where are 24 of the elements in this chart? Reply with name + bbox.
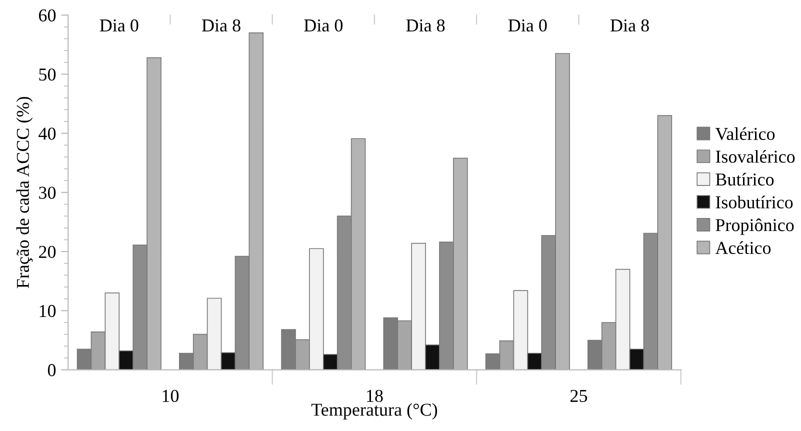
y-axis-title: Fração de cada ACCC (%) [16,96,33,288]
y-tick-label: 20 [39,246,56,258]
x-tick-label: Dia 8 [202,19,240,32]
legend-label: Valérico [715,127,775,140]
legend-label: Acético [715,241,771,254]
x-axis-title: Temperatura (°C) [311,403,438,420]
y-tick-label: 50 [39,68,56,81]
x-tick-label: Dia 0 [100,19,138,32]
y-tick-label: 10 [40,304,56,318]
text: 18 [367,390,383,402]
legend-label: Isobutírico [716,196,793,208]
x-tick-label: Dia 0 [304,19,343,32]
y-tick-label: 0 [48,364,56,376]
y-tick-label: 60 [39,9,56,22]
x-tick-label: Dia 0 [508,19,547,32]
y-tick-label: 30 [39,186,56,199]
text: 10 [162,390,179,402]
legend-label: Propiônico [716,218,794,235]
legend-label: Butírico [716,172,774,186]
x-tick-label: Dia 8 [406,19,445,32]
y-tick-label: 40 [38,128,56,140]
x-tick-label: Dia 8 [610,19,649,32]
text: 25 [570,390,588,402]
legend-label: Isovalérico [716,150,795,163]
